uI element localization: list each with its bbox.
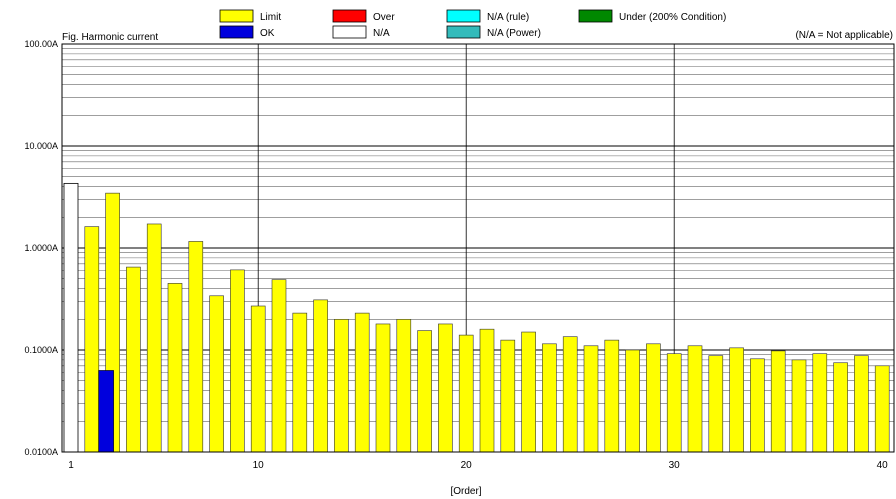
- bar-limit-order-37: [812, 353, 828, 453]
- bar-limit-order-11: [271, 279, 287, 453]
- bar-limit-order-6: [167, 283, 183, 453]
- legend-swatch: [578, 9, 613, 23]
- legend-label: N/A: [373, 28, 390, 39]
- x-axis-label: [Order]: [450, 486, 481, 497]
- bar-limit-order-2: [84, 226, 100, 453]
- bar-limit-order-24: [542, 343, 557, 453]
- bar-limit-order-32: [708, 355, 724, 453]
- bar-limit-order-26: [583, 345, 599, 453]
- x-tick-label: 20: [461, 460, 473, 471]
- bar-limit-order-9: [230, 269, 245, 453]
- bar-limit-order-40: [874, 365, 890, 453]
- bar-limit-order-5: [146, 223, 162, 453]
- legend-swatch: [332, 9, 367, 23]
- bar-limit-order-16: [375, 323, 391, 453]
- y-tick-label: 10.000A: [24, 141, 58, 151]
- x-tick-label: 10: [253, 460, 265, 471]
- bar-limit-order-30: [666, 353, 682, 453]
- legend-swatch: [332, 25, 367, 39]
- bar-na-order-1: [63, 182, 79, 453]
- bar-limit-order-25: [562, 336, 578, 453]
- legend-label: Limit: [260, 12, 281, 23]
- legend-swatch: [446, 25, 481, 39]
- legend-label: Under (200% Condition): [619, 12, 726, 23]
- bar-limit-order-14: [334, 318, 349, 453]
- bar-limit-order-31: [687, 345, 703, 453]
- y-tick-label: 100.00A: [24, 39, 58, 49]
- chart-note: (N/A = Not applicable): [795, 30, 893, 41]
- bar-limit-order-15: [354, 312, 370, 453]
- bar-limit-order-18: [417, 330, 432, 453]
- x-tick-label: 1: [68, 460, 74, 471]
- bar-limit-order-8: [209, 295, 224, 453]
- grid: [62, 44, 894, 453]
- bar-limit-order-21: [479, 328, 495, 453]
- legend-label: Over: [373, 12, 395, 23]
- bar-limit-order-23: [521, 331, 536, 453]
- bar-limit-order-34: [750, 358, 765, 453]
- x-tick-label: 30: [669, 460, 681, 471]
- bar-limit-order-22: [500, 339, 516, 453]
- bar-ok-order-3: [98, 370, 114, 453]
- y-tick-label: 0.1000A: [24, 345, 58, 355]
- legend-label: N/A (Power): [487, 28, 541, 39]
- legend: Limit OK Over N/A N/A (rule) N/A (Power) Under…: [219, 9, 726, 39]
- legend-swatch: [219, 9, 254, 23]
- bar-limit-order-17: [396, 318, 412, 453]
- bar-limit-order-35: [770, 350, 786, 453]
- bar-limit-order-4: [126, 266, 141, 453]
- y-tick-label: 0.0100A: [24, 447, 58, 457]
- legend-swatch: [219, 25, 254, 39]
- bar-limit-order-19: [438, 323, 453, 453]
- bar-limit-order-28: [625, 349, 640, 453]
- y-tick-labels: 0.0100A 0.1000A 1.0000A 10.000A 100.00A: [24, 39, 58, 457]
- bar-limit-order-13: [313, 299, 328, 453]
- bars: [63, 182, 890, 453]
- bar-limit-order-29: [646, 343, 661, 453]
- bar-limit-order-39: [854, 355, 869, 453]
- bar-limit-order-10: [250, 305, 266, 453]
- legend-label: N/A (rule): [487, 12, 529, 23]
- legend-label: OK: [260, 28, 275, 39]
- bar-limit-order-36: [791, 359, 807, 453]
- chart-title: Fig. Harmonic current: [62, 32, 158, 43]
- y-tick-label: 1.0000A: [24, 243, 58, 253]
- bar-limit-order-12: [292, 312, 308, 453]
- bar-limit-order-33: [729, 347, 744, 453]
- x-tick-labels: 1 10 20 30 40: [68, 460, 888, 471]
- legend-swatch: [446, 9, 481, 23]
- bar-limit-order-20: [458, 334, 474, 453]
- bar-limit-order-27: [604, 339, 620, 453]
- bar-limit-order-38: [833, 362, 848, 453]
- plot-frame: [61, 43, 895, 453]
- bar-limit-order-7: [188, 241, 204, 453]
- x-tick-label: 40: [877, 460, 889, 471]
